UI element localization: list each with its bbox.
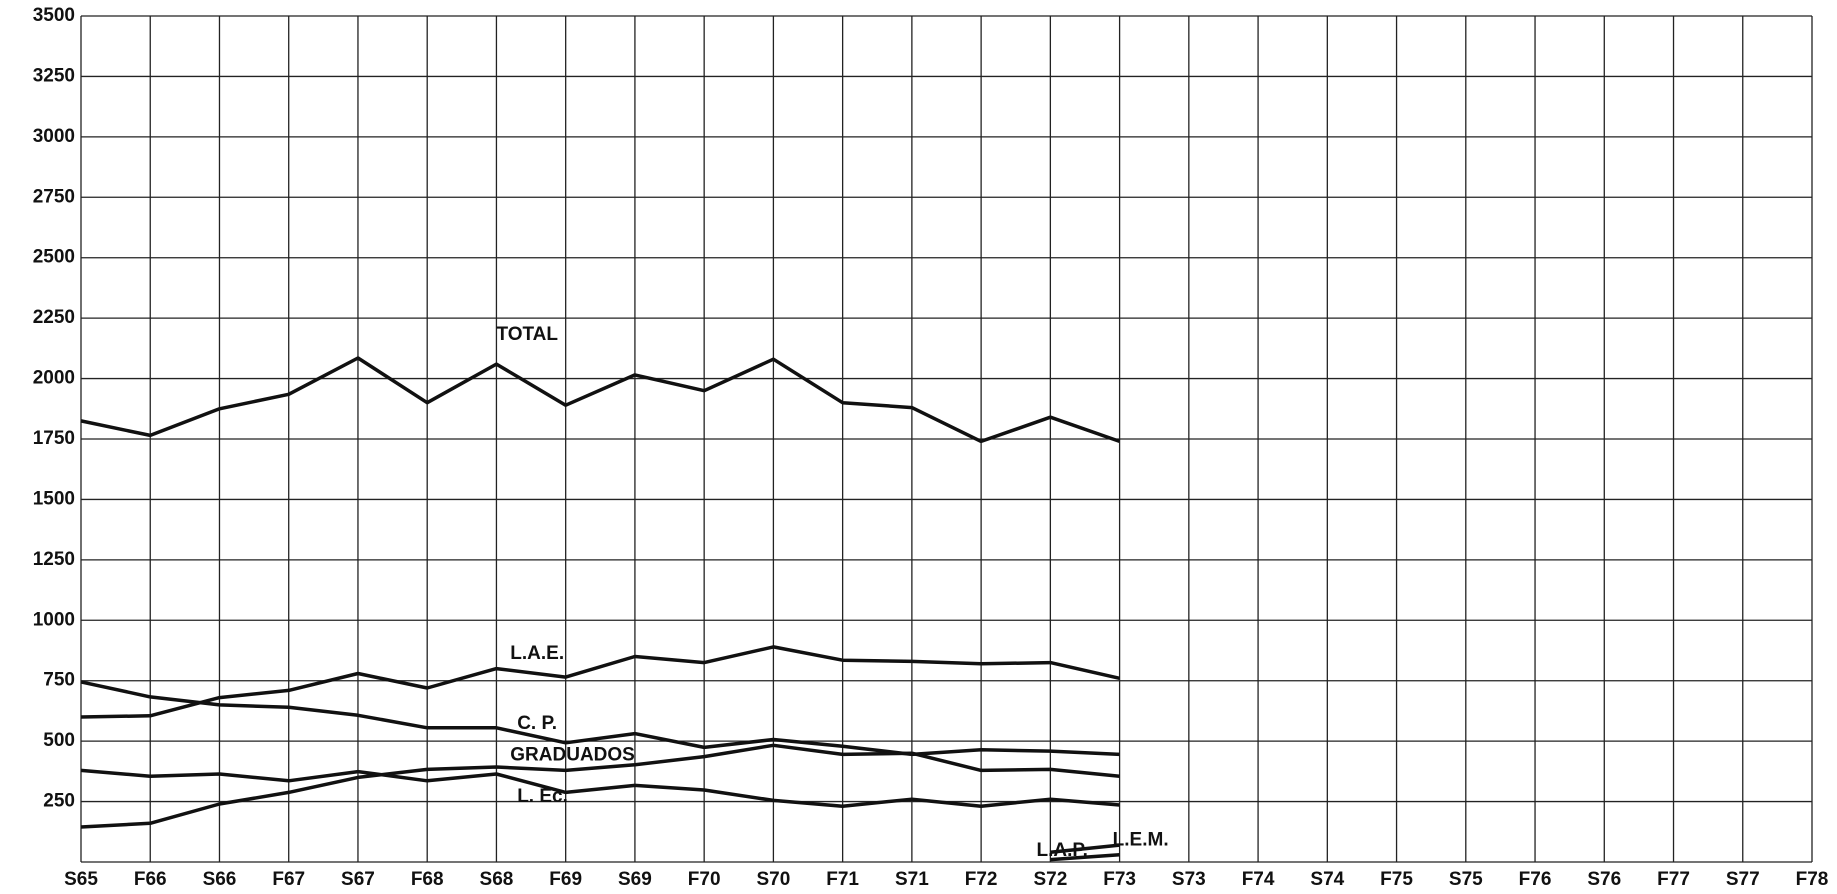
x-tick-label: S69	[618, 869, 652, 890]
x-tick-label: F72	[965, 869, 998, 890]
x-tick-label: F68	[411, 869, 444, 890]
series-label: L.A.E.	[510, 643, 564, 664]
y-tick-label: 1750	[33, 428, 75, 449]
series-line	[1050, 852, 1120, 862]
y-tick-label: 2250	[33, 307, 75, 328]
series-label: TOTAL	[496, 324, 558, 345]
x-tick-label: F67	[272, 869, 305, 890]
y-tick-label: 1000	[33, 609, 75, 630]
series-line	[80, 680, 1120, 757]
series-line	[80, 768, 1120, 808]
x-tick-label: F70	[688, 869, 721, 890]
series-label: GRADUADOS	[510, 745, 635, 766]
series-line	[80, 743, 1120, 829]
x-tick-label: S72	[1033, 869, 1067, 890]
x-tick-label: S76	[1587, 869, 1621, 890]
x-tick-label: S70	[756, 869, 790, 890]
x-tick-label: F78	[1796, 869, 1829, 890]
x-tick-label: S75	[1449, 869, 1483, 890]
x-tick-label: F76	[1519, 869, 1552, 890]
x-tick-label: F77	[1657, 869, 1690, 890]
y-tick-label: 500	[43, 730, 75, 751]
series-line	[1050, 843, 1120, 855]
series-line	[80, 645, 1120, 719]
x-tick-label: S67	[341, 869, 375, 890]
x-tick-label: S68	[480, 869, 514, 890]
y-tick-label: 3250	[33, 65, 75, 86]
x-tick-label: S74	[1310, 869, 1344, 890]
y-tick-label: 2000	[33, 368, 75, 389]
x-tick-label: F73	[1103, 869, 1136, 890]
x-tick-label: S65	[64, 869, 98, 890]
y-tick-label: 1500	[33, 488, 75, 509]
x-tick-label: S71	[895, 869, 929, 890]
series-line	[80, 356, 1121, 444]
x-tick-label: F69	[549, 869, 582, 890]
x-tick-label: F75	[1380, 869, 1413, 890]
y-tick-label: 2500	[33, 247, 75, 268]
x-tick-label: F74	[1242, 869, 1275, 890]
y-tick-label: 2750	[33, 186, 75, 207]
series-label: C. P.	[517, 713, 557, 734]
y-tick-label: 250	[43, 791, 75, 812]
x-tick-label: S66	[203, 869, 237, 890]
series-label: L. Ec.	[517, 786, 568, 807]
x-tick-label: S73	[1172, 869, 1206, 890]
x-tick-label: F71	[826, 869, 859, 890]
x-tick-label: F66	[134, 869, 167, 890]
y-tick-label: 3000	[33, 126, 75, 147]
y-tick-label: 1250	[33, 549, 75, 570]
x-tick-label: S77	[1726, 869, 1760, 890]
series-label: L.E.M.	[1113, 829, 1169, 850]
y-tick-label: 750	[43, 670, 75, 691]
y-tick-label: 3500	[33, 5, 75, 26]
